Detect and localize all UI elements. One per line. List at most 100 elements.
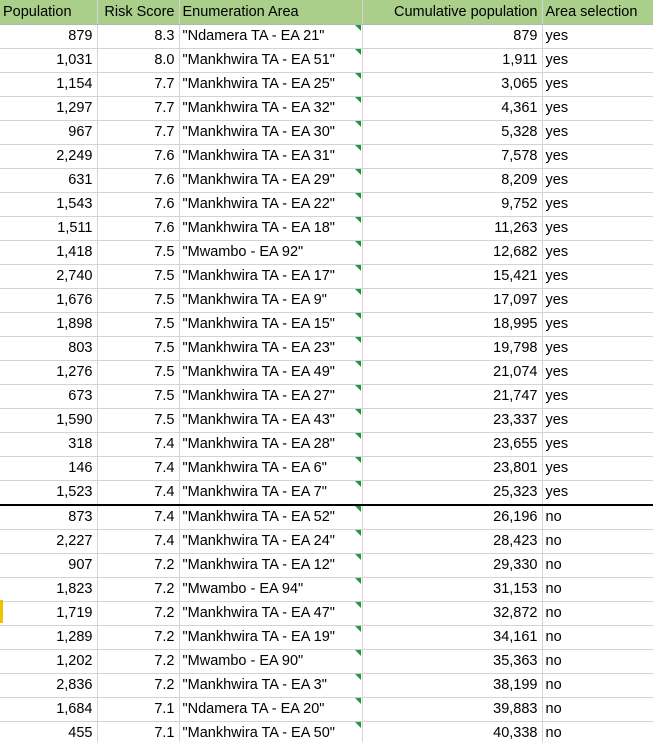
- cell-population[interactable]: 1,590: [0, 408, 98, 433]
- cell-risk-score[interactable]: 7.5: [97, 384, 180, 409]
- cell-enumeration-area[interactable]: "Mankhwira TA - EA 17": [179, 264, 363, 289]
- cell-area-selection[interactable]: yes: [542, 192, 653, 217]
- cell-cumulative-population[interactable]: 12,682: [362, 240, 543, 265]
- header-population[interactable]: Population: [0, 0, 98, 25]
- cell-area-selection[interactable]: yes: [542, 408, 653, 433]
- cell-population[interactable]: 1,898: [0, 312, 98, 337]
- cell-risk-score[interactable]: 7.7: [97, 72, 180, 97]
- cell-population[interactable]: 873: [0, 505, 98, 530]
- cell-population[interactable]: 2,249: [0, 144, 98, 169]
- cell-area-selection[interactable]: yes: [542, 48, 653, 73]
- cell-cumulative-population[interactable]: 7,578: [362, 144, 543, 169]
- header-risk-score[interactable]: Risk Score: [97, 0, 180, 25]
- cell-risk-score[interactable]: 7.2: [97, 601, 180, 626]
- cell-enumeration-area[interactable]: "Mankhwira TA - EA 30": [179, 120, 363, 145]
- cell-enumeration-area[interactable]: "Mankhwira TA - EA 43": [179, 408, 363, 433]
- cell-population[interactable]: 1,297: [0, 96, 98, 121]
- cell-risk-score[interactable]: 7.5: [97, 240, 180, 265]
- cell-cumulative-population[interactable]: 21,747: [362, 384, 543, 409]
- cell-risk-score[interactable]: 7.1: [97, 721, 180, 742]
- cell-risk-score[interactable]: 7.2: [97, 625, 180, 650]
- cell-risk-score[interactable]: 7.2: [97, 553, 180, 578]
- cell-cumulative-population[interactable]: 21,074: [362, 360, 543, 385]
- cell-population[interactable]: 1,418: [0, 240, 98, 265]
- cell-area-selection[interactable]: yes: [542, 480, 653, 506]
- cell-enumeration-area[interactable]: "Mankhwira TA - EA 49": [179, 360, 363, 385]
- cell-risk-score[interactable]: 7.5: [97, 336, 180, 361]
- cell-population[interactable]: 2,227: [0, 529, 98, 554]
- cell-risk-score[interactable]: 7.4: [97, 505, 180, 530]
- cell-area-selection[interactable]: no: [542, 553, 653, 578]
- cell-cumulative-population[interactable]: 23,337: [362, 408, 543, 433]
- cell-area-selection[interactable]: no: [542, 529, 653, 554]
- cell-enumeration-area[interactable]: "Mankhwira TA - EA 27": [179, 384, 363, 409]
- cell-cumulative-population[interactable]: 19,798: [362, 336, 543, 361]
- cell-area-selection[interactable]: yes: [542, 72, 653, 97]
- cell-population[interactable]: 318: [0, 432, 98, 457]
- cell-population[interactable]: 1,202: [0, 649, 98, 674]
- cell-enumeration-area[interactable]: "Mankhwira TA - EA 51": [179, 48, 363, 73]
- cell-area-selection[interactable]: no: [542, 697, 653, 722]
- header-cumulative-population[interactable]: Cumulative population: [362, 0, 543, 25]
- cell-population[interactable]: 967: [0, 120, 98, 145]
- cell-population[interactable]: 1,719: [0, 601, 98, 626]
- cell-risk-score[interactable]: 7.2: [97, 649, 180, 674]
- cell-enumeration-area[interactable]: "Mankhwira TA - EA 15": [179, 312, 363, 337]
- cell-risk-score[interactable]: 8.0: [97, 48, 180, 73]
- cell-cumulative-population[interactable]: 38,199: [362, 673, 543, 698]
- cell-population[interactable]: 803: [0, 336, 98, 361]
- cell-population[interactable]: 1,276: [0, 360, 98, 385]
- cell-area-selection[interactable]: yes: [542, 168, 653, 193]
- cell-risk-score[interactable]: 7.1: [97, 697, 180, 722]
- cell-enumeration-area[interactable]: "Mankhwira TA - EA 22": [179, 192, 363, 217]
- cell-enumeration-area[interactable]: "Mankhwira TA - EA 52": [179, 505, 363, 530]
- cell-cumulative-population[interactable]: 879: [362, 24, 543, 49]
- cell-area-selection[interactable]: yes: [542, 288, 653, 313]
- cell-enumeration-area[interactable]: "Mankhwira TA - EA 12": [179, 553, 363, 578]
- cell-enumeration-area[interactable]: "Mankhwira TA - EA 6": [179, 456, 363, 481]
- cell-population[interactable]: 1,684: [0, 697, 98, 722]
- cell-area-selection[interactable]: yes: [542, 216, 653, 241]
- cell-enumeration-area[interactable]: "Mankhwira TA - EA 9": [179, 288, 363, 313]
- cell-area-selection[interactable]: yes: [542, 240, 653, 265]
- cell-area-selection[interactable]: no: [542, 721, 653, 742]
- cell-population[interactable]: 1,154: [0, 72, 98, 97]
- cell-population[interactable]: 879: [0, 24, 98, 49]
- cell-area-selection[interactable]: yes: [542, 24, 653, 49]
- cell-enumeration-area[interactable]: "Mankhwira TA - EA 25": [179, 72, 363, 97]
- cell-enumeration-area[interactable]: "Mankhwira TA - EA 28": [179, 432, 363, 457]
- cell-area-selection[interactable]: yes: [542, 264, 653, 289]
- cell-cumulative-population[interactable]: 31,153: [362, 577, 543, 602]
- cell-enumeration-area[interactable]: "Mankhwira TA - EA 50": [179, 721, 363, 742]
- cell-enumeration-area[interactable]: "Mankhwira TA - EA 3": [179, 673, 363, 698]
- cell-enumeration-area[interactable]: "Ndamera TA - EA 21": [179, 24, 363, 49]
- cell-risk-score[interactable]: 7.5: [97, 264, 180, 289]
- cell-risk-score[interactable]: 7.2: [97, 577, 180, 602]
- cell-enumeration-area[interactable]: "Mankhwira TA - EA 18": [179, 216, 363, 241]
- cell-area-selection[interactable]: no: [542, 577, 653, 602]
- cell-risk-score[interactable]: 7.5: [97, 312, 180, 337]
- cell-enumeration-area[interactable]: "Mankhwira TA - EA 47": [179, 601, 363, 626]
- cell-risk-score[interactable]: 7.7: [97, 96, 180, 121]
- cell-area-selection[interactable]: yes: [542, 312, 653, 337]
- cell-risk-score[interactable]: 7.6: [97, 144, 180, 169]
- cell-area-selection[interactable]: yes: [542, 432, 653, 457]
- cell-population[interactable]: 1,031: [0, 48, 98, 73]
- cell-enumeration-area[interactable]: "Mankhwira TA - EA 24": [179, 529, 363, 554]
- cell-cumulative-population[interactable]: 9,752: [362, 192, 543, 217]
- cell-population[interactable]: 1,511: [0, 216, 98, 241]
- cell-cumulative-population[interactable]: 4,361: [362, 96, 543, 121]
- cell-area-selection[interactable]: yes: [542, 456, 653, 481]
- cell-enumeration-area[interactable]: "Mankhwira TA - EA 19": [179, 625, 363, 650]
- cell-cumulative-population[interactable]: 28,423: [362, 529, 543, 554]
- header-area-selection[interactable]: Area selection: [542, 0, 653, 25]
- cell-cumulative-population[interactable]: 17,097: [362, 288, 543, 313]
- cell-risk-score[interactable]: 7.5: [97, 360, 180, 385]
- cell-cumulative-population[interactable]: 8,209: [362, 168, 543, 193]
- cell-area-selection[interactable]: no: [542, 601, 653, 626]
- cell-population[interactable]: 455: [0, 721, 98, 742]
- cell-risk-score[interactable]: 7.7: [97, 120, 180, 145]
- cell-area-selection[interactable]: yes: [542, 144, 653, 169]
- cell-enumeration-area[interactable]: "Mankhwira TA - EA 31": [179, 144, 363, 169]
